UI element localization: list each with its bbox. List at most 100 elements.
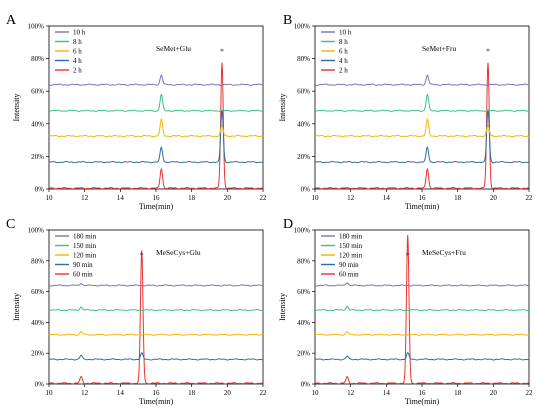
x-tick-label: 20: [224, 194, 232, 202]
x-tick-label: 12: [347, 194, 355, 202]
legend-label: 180 min: [339, 233, 363, 241]
series-line-6-h: [314, 117, 530, 138]
legend-label: 8 h: [339, 38, 348, 46]
y-tick-label: 20%: [297, 350, 310, 358]
series-line-60-min: [314, 234, 530, 385]
series-line-2-h: [314, 62, 530, 190]
panel-title: SeMet+Glu: [156, 44, 191, 53]
legend-label: 4 h: [339, 57, 348, 65]
y-tick-label: 60%: [297, 288, 310, 296]
peak-star-marker: *: [486, 47, 490, 56]
panel-title: MeSeCys+Fru: [422, 248, 466, 257]
y-tick-label: 60%: [31, 88, 44, 96]
legend-label: 6 h: [339, 48, 348, 56]
peak-star-marker: *: [220, 47, 224, 56]
y-axis-label: Intensity: [278, 293, 287, 321]
y-tick-label: 40%: [297, 120, 310, 128]
x-tick-label: 20: [490, 194, 498, 202]
x-tick-label: 22: [260, 389, 268, 397]
legend-label: 6 h: [73, 48, 82, 56]
y-tick-label: 100%: [28, 23, 45, 31]
series-line-8-h: [48, 93, 264, 112]
y-tick-label: 0%: [301, 186, 311, 194]
x-tick-label: 16: [419, 194, 427, 202]
x-tick-label: 14: [383, 389, 391, 397]
series-line-120-min: [314, 331, 530, 336]
x-tick-label: 22: [526, 389, 534, 397]
y-tick-label: 80%: [31, 257, 44, 265]
series-line-4-h: [48, 109, 264, 164]
series-line-10-h: [48, 74, 264, 86]
x-tick-label: 12: [81, 194, 89, 202]
y-tick-label: 40%: [297, 319, 310, 327]
peak-star-marker: *: [140, 251, 144, 260]
x-axis-label: Time(min): [405, 202, 440, 211]
series-line-90-min: [314, 352, 530, 361]
legend-label: 90 min: [339, 261, 359, 269]
y-axis-label: Intensity: [278, 94, 287, 122]
series-line-150-min: [48, 306, 264, 312]
x-tick-label: 14: [383, 194, 391, 202]
chart-panel-c: 10 12 14 16 18 20 22 0% 20% 40% 60% 80% 100% Time(min…: [6, 217, 267, 406]
y-tick-label: 100%: [294, 227, 311, 235]
series-line-180-min: [48, 283, 264, 287]
y-tick-label: 40%: [31, 120, 44, 128]
legend-label: 150 min: [339, 242, 363, 250]
series-line-150-min: [314, 305, 530, 312]
x-tick-label: 22: [526, 194, 534, 202]
x-tick-label: 12: [347, 389, 355, 397]
legend-label: 10 h: [339, 29, 352, 37]
legend-label: 10 h: [73, 29, 86, 37]
panel-letter: B: [283, 13, 292, 28]
x-axis-label: Time(min): [139, 397, 174, 406]
y-tick-label: 80%: [297, 55, 310, 63]
y-tick-label: 80%: [31, 55, 44, 63]
x-tick-label: 14: [117, 389, 125, 397]
x-axis-label: Time(min): [139, 202, 174, 211]
legend-label: 4 h: [73, 57, 82, 65]
chart-panel-a: 10 12 14 16 18 20 22 0% 20% 40% 60% 80% 100% Time(min…: [6, 13, 267, 211]
series-line-180-min: [314, 282, 530, 287]
x-tick-label: 10: [46, 194, 54, 202]
legend-label: 180 min: [73, 233, 97, 241]
x-tick-label: 10: [46, 389, 54, 397]
legend-label: 90 min: [73, 261, 93, 269]
y-tick-label: 20%: [31, 153, 44, 161]
legend-label: 8 h: [73, 38, 82, 46]
y-tick-label: 40%: [31, 319, 44, 327]
series-line-90-min: [48, 352, 264, 361]
x-tick-label: 16: [153, 194, 161, 202]
x-tick-label: 10: [312, 194, 320, 202]
legend-label: 120 min: [73, 252, 97, 260]
x-tick-label: 18: [454, 194, 462, 202]
panel-title: MeSeCys+Glu: [156, 248, 201, 257]
legend-label: 60 min: [339, 271, 359, 279]
y-tick-label: 100%: [294, 23, 311, 31]
y-tick-label: 0%: [35, 381, 45, 389]
x-tick-label: 20: [490, 389, 498, 397]
x-tick-label: 22: [260, 194, 268, 202]
x-tick-label: 14: [117, 194, 125, 202]
panel-letter: D: [283, 217, 293, 232]
y-tick-label: 60%: [31, 288, 44, 296]
x-tick-label: 18: [188, 194, 196, 202]
legend-label: 2 h: [339, 67, 348, 75]
series-line-4-h: [314, 109, 530, 164]
series-line-8-h: [314, 93, 530, 112]
x-tick-label: 18: [454, 389, 462, 397]
panel-letter: C: [6, 217, 15, 232]
chart-panel-d: 10 12 14 16 18 20 22 0% 20% 40% 60% 80% 100% Time(min…: [278, 217, 533, 406]
x-tick-label: 20: [224, 389, 232, 397]
legend-label: 120 min: [339, 252, 363, 260]
y-axis-label: Intensity: [12, 94, 21, 122]
legend-label: 150 min: [73, 242, 97, 250]
chart-panel-b: 10 12 14 16 18 20 22 0% 20% 40% 60% 80% 100% Time(min…: [278, 13, 533, 211]
panel-title: SeMet+Fru: [422, 44, 456, 53]
series-line-120-min: [48, 331, 264, 336]
x-tick-label: 10: [312, 389, 320, 397]
legend-label: 60 min: [73, 271, 93, 279]
y-axis-label: Intensity: [12, 293, 21, 321]
y-tick-label: 60%: [297, 88, 310, 96]
y-tick-label: 100%: [28, 227, 45, 235]
